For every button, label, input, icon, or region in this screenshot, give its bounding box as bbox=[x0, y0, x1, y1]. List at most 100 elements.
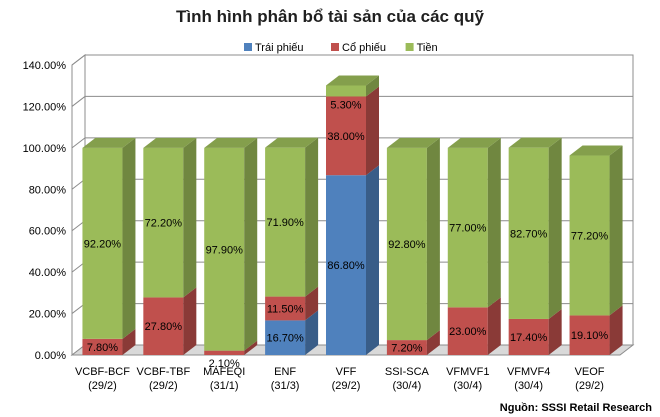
y-tick-label: 0.00% bbox=[35, 350, 66, 362]
source-note: Nguồn: SSSI Retail Research bbox=[500, 402, 652, 414]
bar-segment-side bbox=[366, 86, 379, 176]
x-tick-date: (31/1) bbox=[210, 380, 239, 392]
bar-segment-front bbox=[569, 315, 610, 355]
bar-segment-front bbox=[326, 96, 366, 176]
x-tick-date: (31/3) bbox=[271, 380, 300, 392]
bar-segment-side bbox=[487, 297, 501, 355]
bar-segment-side bbox=[305, 137, 319, 297]
bar-segment-front bbox=[143, 297, 184, 355]
bar-top-face bbox=[265, 137, 319, 148]
bar-top-face bbox=[326, 75, 379, 86]
data-label: 27.80% bbox=[145, 321, 183, 333]
data-label: 2.10% bbox=[209, 358, 240, 370]
bar-segment-front bbox=[569, 155, 610, 316]
bar-top-face bbox=[569, 145, 623, 156]
x-tick-label: VCBF-BCF bbox=[75, 366, 130, 378]
legend-label: Tiền bbox=[417, 42, 438, 54]
data-label: 17.40% bbox=[510, 332, 548, 344]
bar-segment-side bbox=[183, 287, 197, 355]
bar-segment-front bbox=[265, 320, 306, 355]
data-label: 7.20% bbox=[391, 343, 422, 355]
y-tick-label: 60.00% bbox=[29, 226, 67, 238]
y-tick-label: 100.00% bbox=[23, 143, 67, 155]
data-label: 71.90% bbox=[266, 217, 304, 229]
x-tick-label: VFMVF4 bbox=[507, 366, 550, 378]
bar-segment-front bbox=[326, 175, 366, 355]
y-tick-label: 40.00% bbox=[29, 267, 67, 279]
data-label: 77.20% bbox=[571, 230, 609, 242]
bar-segment-side bbox=[305, 286, 319, 321]
bar-segment-side bbox=[366, 165, 379, 355]
x-tick-label: VFMVF1 bbox=[446, 366, 489, 378]
data-label: 92.20% bbox=[84, 238, 122, 250]
x-tick-label: VCBF-TBF bbox=[136, 366, 190, 378]
bar-top-face bbox=[204, 137, 258, 148]
legend-swatch bbox=[331, 43, 339, 51]
x-tick-date: (29/2) bbox=[88, 380, 117, 392]
bar-segment-front bbox=[82, 147, 123, 339]
bar-segment-side bbox=[305, 310, 319, 355]
legend-swatch bbox=[244, 43, 252, 51]
x-tick-date: (29/2) bbox=[575, 380, 604, 392]
bar-segment-front bbox=[447, 147, 488, 308]
bar-segment-side bbox=[183, 137, 197, 298]
legend-swatch bbox=[405, 43, 414, 51]
bar-top-face bbox=[447, 137, 501, 148]
x-tick-label: VFF bbox=[336, 366, 357, 378]
bar-segment-side bbox=[609, 305, 623, 355]
legend-label: Cổ phiếu bbox=[342, 42, 386, 54]
bar-segment-front bbox=[508, 318, 549, 355]
data-label: 86.80% bbox=[327, 260, 365, 272]
data-label: 82.70% bbox=[510, 228, 548, 240]
data-label: 97.90% bbox=[206, 244, 244, 256]
bar-segment-front bbox=[204, 147, 245, 351]
data-label: 16.70% bbox=[266, 333, 304, 345]
x-tick-label: ENF bbox=[274, 366, 296, 378]
data-label: 7.80% bbox=[87, 342, 118, 354]
x-tick-date: (30/4) bbox=[393, 380, 422, 392]
data-label: 92.80% bbox=[388, 239, 426, 251]
x-tick-date: (30/4) bbox=[453, 380, 482, 392]
bar-top-face bbox=[386, 137, 440, 148]
data-label: 38.00% bbox=[327, 131, 365, 143]
x-tick-label: VEOF bbox=[575, 366, 605, 378]
bar-segment-side bbox=[122, 137, 136, 339]
bar-segment-front bbox=[265, 147, 306, 297]
bar-top-face bbox=[82, 137, 136, 148]
data-label: 5.30% bbox=[330, 99, 361, 111]
data-label: 19.10% bbox=[571, 330, 609, 342]
bar-segment-side bbox=[548, 137, 562, 319]
bar-top-face bbox=[508, 137, 562, 148]
legend-label: Trái phiếu bbox=[255, 42, 304, 54]
data-label: 77.00% bbox=[449, 223, 487, 235]
bar-segment-front bbox=[204, 350, 245, 355]
data-label: 23.00% bbox=[449, 326, 487, 338]
bar-segment-side bbox=[609, 145, 623, 316]
gridline bbox=[71, 54, 633, 66]
chart-title: Tình hình phân bổ tài sản của các quỹ bbox=[176, 7, 484, 26]
bar-segment-front bbox=[386, 147, 427, 341]
bar-segment-side bbox=[122, 328, 136, 355]
gridline bbox=[71, 137, 633, 149]
bar-top-face bbox=[143, 137, 197, 148]
bar-segment-front bbox=[386, 340, 427, 355]
x-tick-date: (30/4) bbox=[514, 380, 543, 392]
x-tick-date: (29/2) bbox=[332, 380, 361, 392]
gridline bbox=[71, 95, 633, 107]
bar-segment-front bbox=[143, 147, 184, 298]
data-label: 11.50% bbox=[267, 303, 304, 315]
bar-segment-side bbox=[548, 308, 562, 355]
x-tick-label: MAFEQI bbox=[203, 366, 245, 378]
x-tick-date: (29/2) bbox=[149, 380, 178, 392]
bar-segment-front bbox=[447, 307, 488, 355]
x-tick-label: SSI-SCA bbox=[385, 366, 430, 378]
bar-segment-front bbox=[508, 147, 549, 319]
y-tick-label: 80.00% bbox=[29, 184, 67, 196]
bar-segment-side bbox=[244, 137, 258, 351]
bar-segment-side bbox=[366, 75, 379, 97]
bar-segment-front bbox=[82, 338, 123, 355]
bar-segment-side bbox=[244, 340, 258, 355]
y-tick-label: 140.00% bbox=[23, 60, 67, 72]
